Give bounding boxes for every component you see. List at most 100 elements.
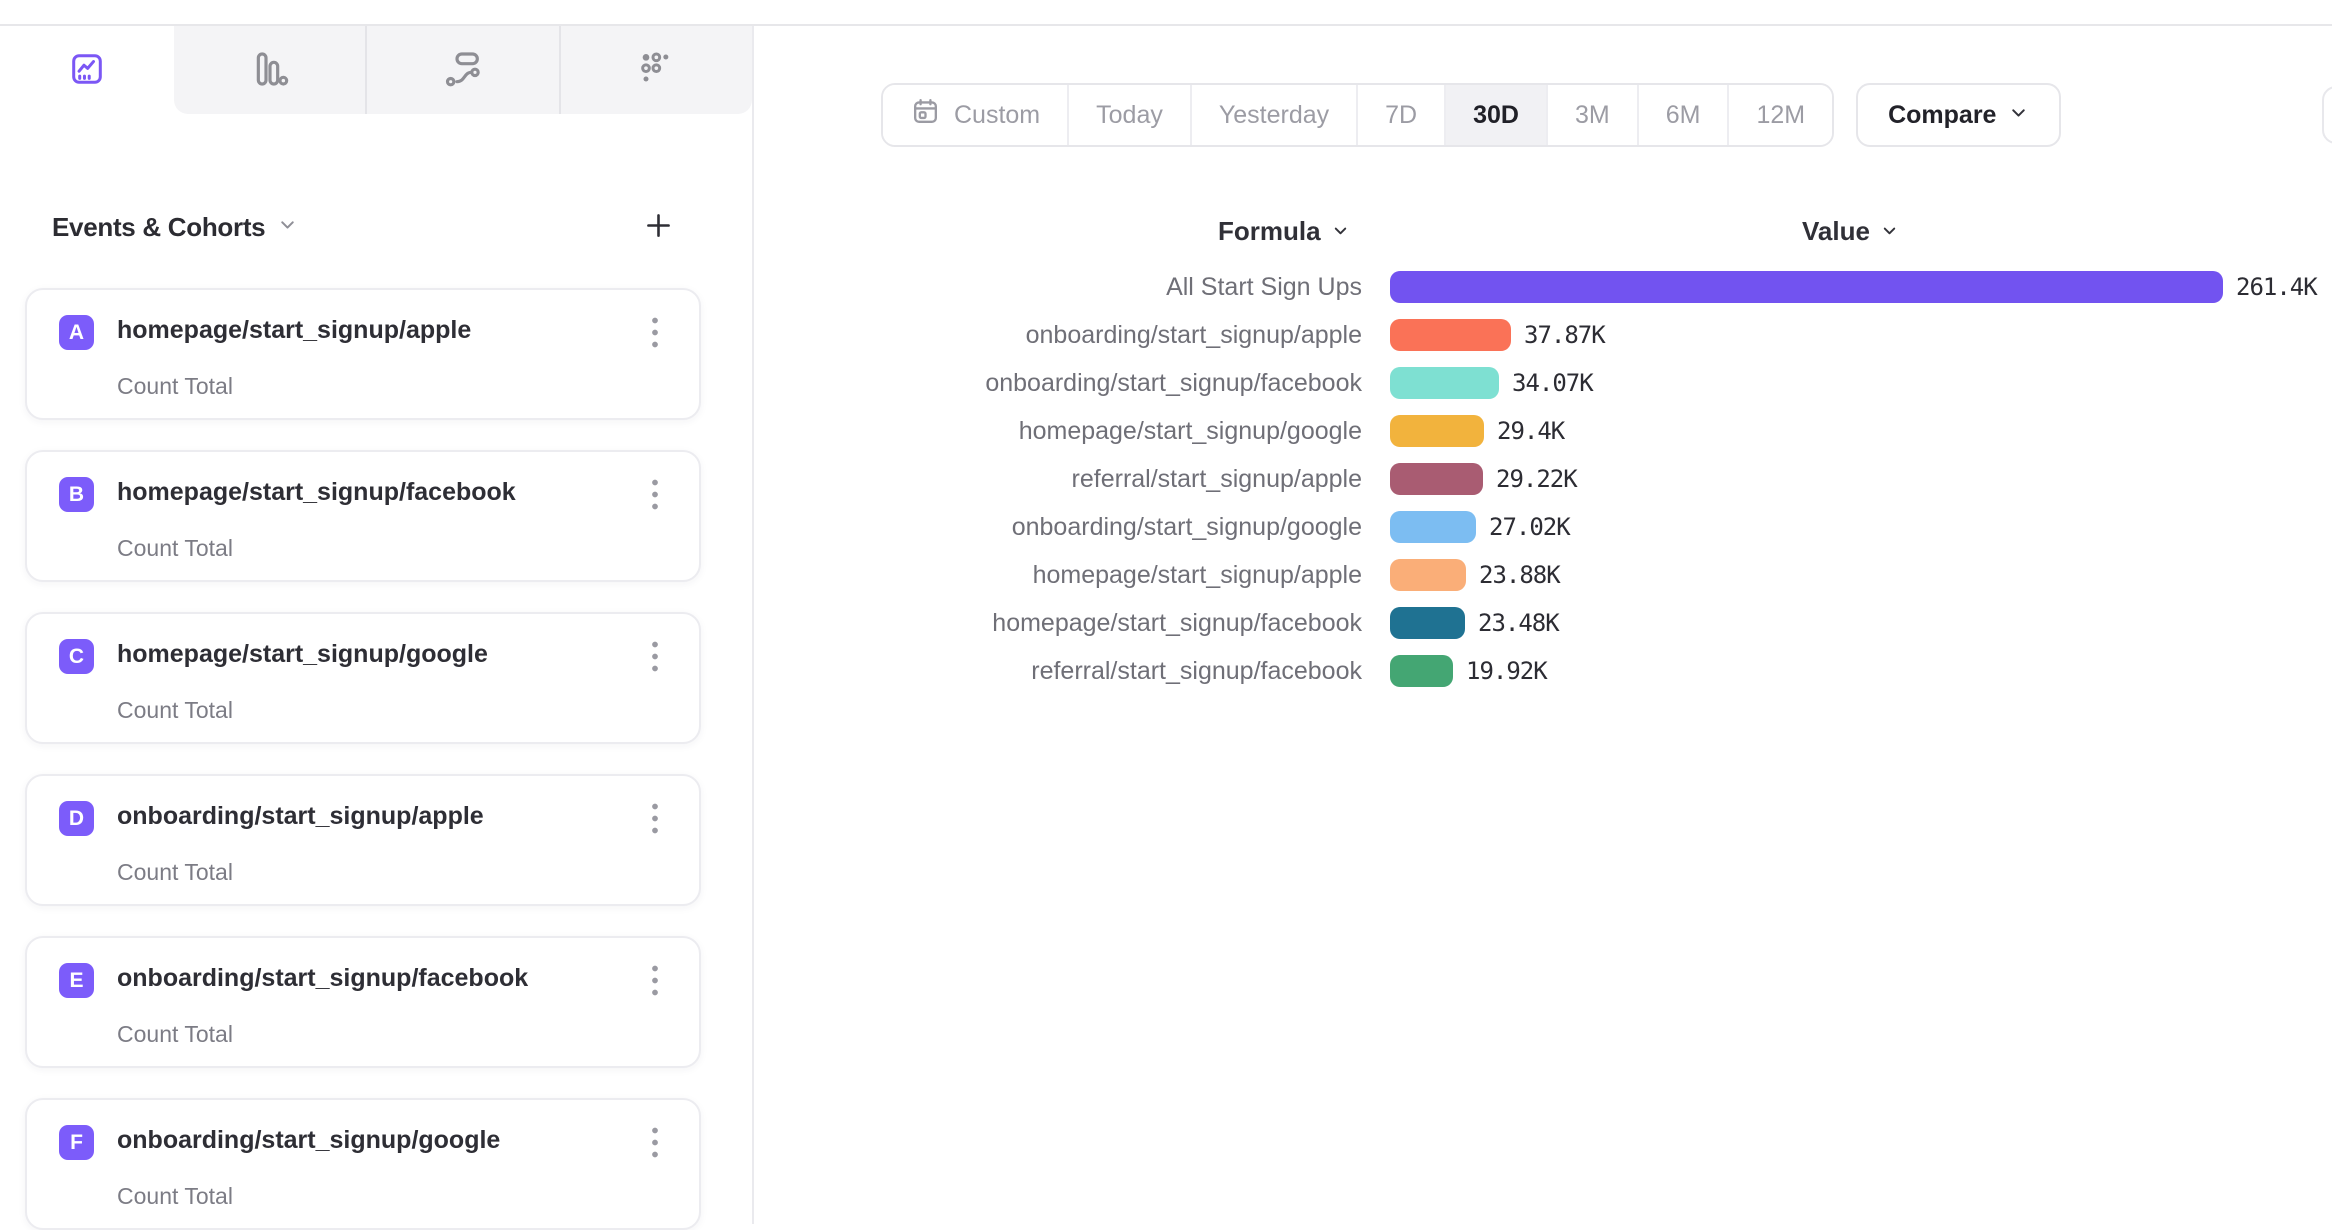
series-label: homepage/start_signup/apple <box>1032 560 1362 589</box>
events-cohorts-header: Events & Cohorts <box>52 207 676 247</box>
top-bar <box>0 0 2332 26</box>
bar[interactable] <box>1390 511 1476 543</box>
chart-row: homepage/start_signup/facebook 23.48K <box>900 599 2332 647</box>
tab-insights[interactable] <box>0 26 174 114</box>
event-card[interactable]: B homepage/start_signup/facebook Count T… <box>25 450 701 582</box>
event-letter-badge: D <box>59 801 94 836</box>
clipped-toolbar-button[interactable] <box>2322 86 2332 144</box>
event-letter-badge: E <box>59 963 94 998</box>
series-label: homepage/start_signup/facebook <box>992 608 1362 637</box>
bar-chart-rows: All Start Sign Ups 261.4K onboarding/sta… <box>900 263 2332 695</box>
chevron-down-icon <box>2008 101 2029 130</box>
event-options-button[interactable] <box>635 1122 675 1166</box>
events-cohorts-dropdown[interactable]: Events & Cohorts <box>52 212 298 243</box>
chevron-down-icon <box>277 214 298 240</box>
bar-value: 29.4K <box>1497 417 1565 445</box>
kebab-menu-icon <box>650 1125 660 1164</box>
date-range-option-label: Today <box>1096 100 1163 129</box>
kebab-menu-icon <box>650 315 660 354</box>
bar-container: 261.4K <box>1390 271 2318 303</box>
bar[interactable] <box>1390 655 1453 687</box>
bar[interactable] <box>1390 559 1466 591</box>
kebab-menu-icon <box>650 477 660 516</box>
bar[interactable] <box>1390 415 1484 447</box>
chart-row: referral/start_signup/facebook 19.92K <box>900 647 2332 695</box>
event-options-button[interactable] <box>635 798 675 842</box>
event-card[interactable]: E onboarding/start_signup/facebook Count… <box>25 936 701 1068</box>
date-range-option[interactable]: 12M <box>1727 85 1833 145</box>
date-range-option[interactable]: 3M <box>1545 85 1637 145</box>
chevron-down-icon <box>1880 216 1899 247</box>
bar[interactable] <box>1390 319 1511 351</box>
retention-icon <box>636 49 676 92</box>
tab-retention[interactable] <box>558 26 752 114</box>
add-event-button[interactable] <box>640 209 676 245</box>
series-label: All Start Sign Ups <box>1166 272 1362 301</box>
date-range-row: Custom Today <box>881 83 2062 147</box>
event-options-button[interactable] <box>635 474 675 518</box>
tab-bar-chart[interactable] <box>174 26 365 114</box>
formula-header-label: Formula <box>1218 215 1321 246</box>
event-card[interactable]: D onboarding/start_signup/apple Count To… <box>25 774 701 906</box>
event-name: homepage/start_signup/facebook <box>117 478 516 506</box>
event-options-button[interactable] <box>635 636 675 680</box>
date-range-option[interactable]: Custom <box>883 85 1068 145</box>
calendar-icon <box>910 96 941 134</box>
date-range-option[interactable]: 7D <box>1356 85 1445 145</box>
bar-value: 27.02K <box>1489 513 1571 541</box>
chart-row: All Start Sign Ups 261.4K <box>900 263 2332 311</box>
event-metric-selector[interactable]: Count Total <box>117 859 233 885</box>
date-range-option-label: 30D <box>1473 100 1519 129</box>
chart-column-headers: Formula Value <box>900 205 2332 257</box>
event-card[interactable]: A homepage/start_signup/apple Count Tota… <box>25 288 701 420</box>
bar[interactable] <box>1390 463 1483 495</box>
chart-row: homepage/start_signup/apple 23.88K <box>900 551 2332 599</box>
event-metric-selector[interactable]: Count Total <box>117 697 233 723</box>
bar[interactable] <box>1390 367 1499 399</box>
event-name: onboarding/start_signup/google <box>117 1126 501 1154</box>
event-metric-selector[interactable]: Count Total <box>117 535 233 561</box>
event-metric-selector[interactable]: Count Total <box>117 373 233 399</box>
bar-value: 37.87K <box>1524 321 1606 349</box>
query-builder-sidebar: Events & Cohorts A homepage/start_signup… <box>0 26 754 1230</box>
date-range-option-label: 3M <box>1574 100 1610 129</box>
kebab-menu-icon <box>650 801 660 840</box>
chevron-down-icon <box>1331 216 1350 247</box>
date-range-option[interactable]: 6M <box>1636 85 1728 145</box>
date-range-option-label: Yesterday <box>1218 100 1330 129</box>
bar-container: 23.48K <box>1390 607 1560 639</box>
bar-value: 23.48K <box>1478 609 1560 637</box>
bar-value: 261.4K <box>2236 273 2318 301</box>
chart-row: onboarding/start_signup/facebook 34.07K <box>900 359 2332 407</box>
chart-type-tab-bar <box>0 26 752 114</box>
series-label: onboarding/start_signup/facebook <box>985 368 1362 397</box>
kebab-menu-icon <box>650 963 660 1002</box>
bar-value: 34.07K <box>1512 369 1594 397</box>
event-card[interactable]: F onboarding/start_signup/google Count T… <box>25 1098 701 1230</box>
date-range-option[interactable]: Yesterday <box>1189 85 1357 145</box>
date-range-option[interactable]: Today <box>1067 85 1190 145</box>
event-metric-selector[interactable]: Count Total <box>117 1021 233 1047</box>
event-metric-selector[interactable]: Count Total <box>117 1183 233 1209</box>
date-range-option-label: 7D <box>1385 100 1418 129</box>
kebab-menu-icon <box>650 639 660 678</box>
compare-button[interactable]: Compare <box>1856 83 2062 147</box>
tab-flows[interactable] <box>365 26 558 114</box>
flows-icon <box>443 49 483 92</box>
chart-row: onboarding/start_signup/apple 37.87K <box>900 311 2332 359</box>
value-column-header[interactable]: Value <box>1802 205 1899 257</box>
compare-label: Compare <box>1888 100 1997 129</box>
date-range-option-label: Custom <box>954 100 1041 129</box>
bar-container: 19.92K <box>1390 655 1548 687</box>
event-card[interactable]: C homepage/start_signup/google Count Tot… <box>25 612 701 744</box>
bar[interactable] <box>1390 607 1465 639</box>
event-options-button[interactable] <box>635 960 675 1004</box>
bar-container: 37.87K <box>1390 319 1606 351</box>
bar[interactable] <box>1390 271 2223 303</box>
event-options-button[interactable] <box>635 312 675 356</box>
date-range-option[interactable]: 30D <box>1444 85 1546 145</box>
chart-row: onboarding/start_signup/google 27.02K <box>900 503 2332 551</box>
bar-container: 34.07K <box>1390 367 1594 399</box>
formula-column-header[interactable]: Formula <box>1218 205 1350 257</box>
